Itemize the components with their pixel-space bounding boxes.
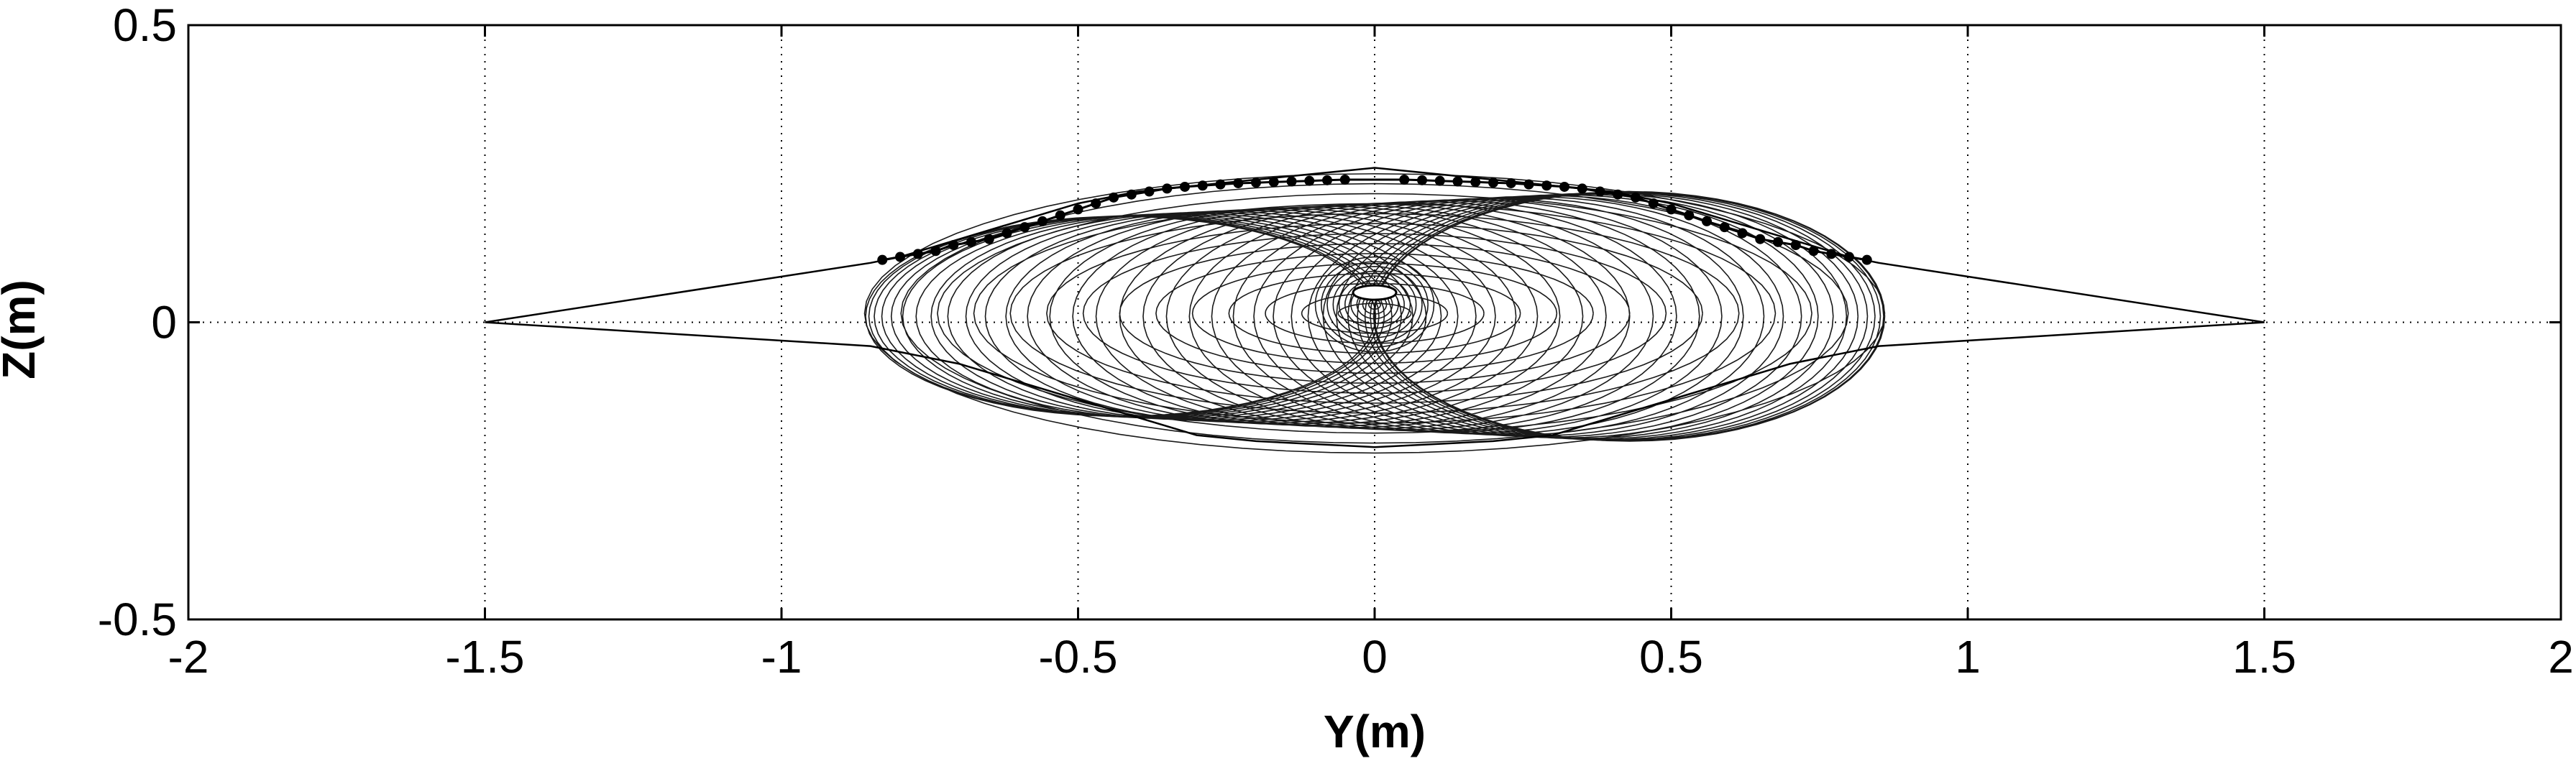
series-marker bbox=[1286, 176, 1297, 187]
series-marker bbox=[1434, 175, 1445, 186]
x-tick-label: 2 bbox=[2548, 631, 2574, 683]
series-marker bbox=[1595, 186, 1605, 197]
series-marker bbox=[1399, 175, 1410, 185]
x-tick-label: -1.5 bbox=[445, 631, 524, 683]
series-marker bbox=[1197, 180, 1208, 191]
series-marker bbox=[1126, 189, 1137, 200]
series-marker bbox=[912, 249, 923, 259]
series-marker bbox=[1037, 216, 1048, 226]
series-marker bbox=[1251, 177, 1261, 188]
series-marker bbox=[1541, 180, 1552, 191]
y-tick-label: -0.5 bbox=[98, 594, 177, 645]
series-marker bbox=[1339, 175, 1350, 185]
series-marker bbox=[1648, 198, 1659, 209]
series-marker bbox=[1559, 181, 1569, 192]
wireframe-mesh bbox=[863, 172, 1886, 454]
wireframe-path bbox=[863, 172, 1886, 454]
series-marker bbox=[930, 246, 941, 257]
x-tick-label: 0.5 bbox=[1639, 631, 1703, 683]
y-tick-label: 0 bbox=[151, 297, 177, 349]
series-marker bbox=[1702, 216, 1712, 226]
y-axis-label: Z(m) bbox=[0, 280, 45, 379]
x-tick-label: -1 bbox=[761, 631, 802, 683]
series-marker bbox=[877, 254, 888, 265]
series-marker bbox=[1268, 177, 1279, 188]
series-marker bbox=[1019, 222, 1030, 233]
series-marker bbox=[1233, 177, 1244, 188]
series-marker bbox=[1322, 175, 1332, 185]
x-tick-label: 1.5 bbox=[2232, 631, 2296, 683]
x-tick-label: 0 bbox=[1362, 631, 1388, 683]
series-marker bbox=[948, 239, 959, 250]
series-marker bbox=[1808, 246, 1819, 257]
series-marker bbox=[1505, 177, 1516, 188]
series-marker bbox=[1162, 183, 1173, 194]
series-marker bbox=[1109, 192, 1119, 203]
series-marker bbox=[1826, 249, 1837, 259]
series-marker bbox=[1684, 210, 1695, 221]
series-marker bbox=[1417, 175, 1427, 185]
series-marker bbox=[966, 236, 976, 247]
series-marker bbox=[1631, 192, 1641, 203]
series-marker bbox=[1577, 183, 1587, 194]
series-marker bbox=[1719, 222, 1730, 233]
hub-ellipse bbox=[1352, 284, 1398, 301]
series-marker bbox=[1613, 189, 1623, 200]
series-marker bbox=[895, 252, 905, 262]
series-marker bbox=[1470, 177, 1481, 188]
series-marker bbox=[984, 234, 994, 244]
x-tick-label: 1 bbox=[1955, 631, 1981, 683]
series-marker bbox=[1215, 179, 1226, 190]
series-marker bbox=[1755, 234, 1766, 244]
series-marker bbox=[1844, 252, 1854, 262]
series-marker bbox=[1001, 228, 1012, 239]
series-markers bbox=[877, 175, 1872, 265]
series-marker bbox=[1488, 177, 1498, 188]
x-axis-ticks: -2 -1.5 -1 -0.5 0 0.5 1 1.5 2 bbox=[168, 25, 2574, 683]
series-marker bbox=[1073, 204, 1083, 215]
series-marker bbox=[1180, 181, 1190, 192]
series-marker bbox=[1304, 175, 1315, 186]
x-axis-label: Y(m) bbox=[1324, 706, 1426, 757]
series-marker bbox=[1666, 204, 1677, 215]
series-marker bbox=[1452, 176, 1463, 187]
series-marker bbox=[1861, 254, 1872, 265]
x-tick-label: -2 bbox=[168, 631, 209, 683]
x-tick-label: -0.5 bbox=[1038, 631, 1117, 683]
series-marker bbox=[1091, 198, 1101, 209]
y-axis-ticks: -0.5 0 0.5 bbox=[98, 0, 2561, 645]
series-marker bbox=[1773, 236, 1783, 247]
y-tick-label: 0.5 bbox=[113, 0, 177, 51]
series-marker bbox=[1790, 239, 1801, 250]
series-marker bbox=[1055, 210, 1065, 221]
series-marker bbox=[1523, 179, 1534, 190]
series-marker bbox=[1737, 228, 1748, 239]
series-marker bbox=[1144, 186, 1155, 197]
